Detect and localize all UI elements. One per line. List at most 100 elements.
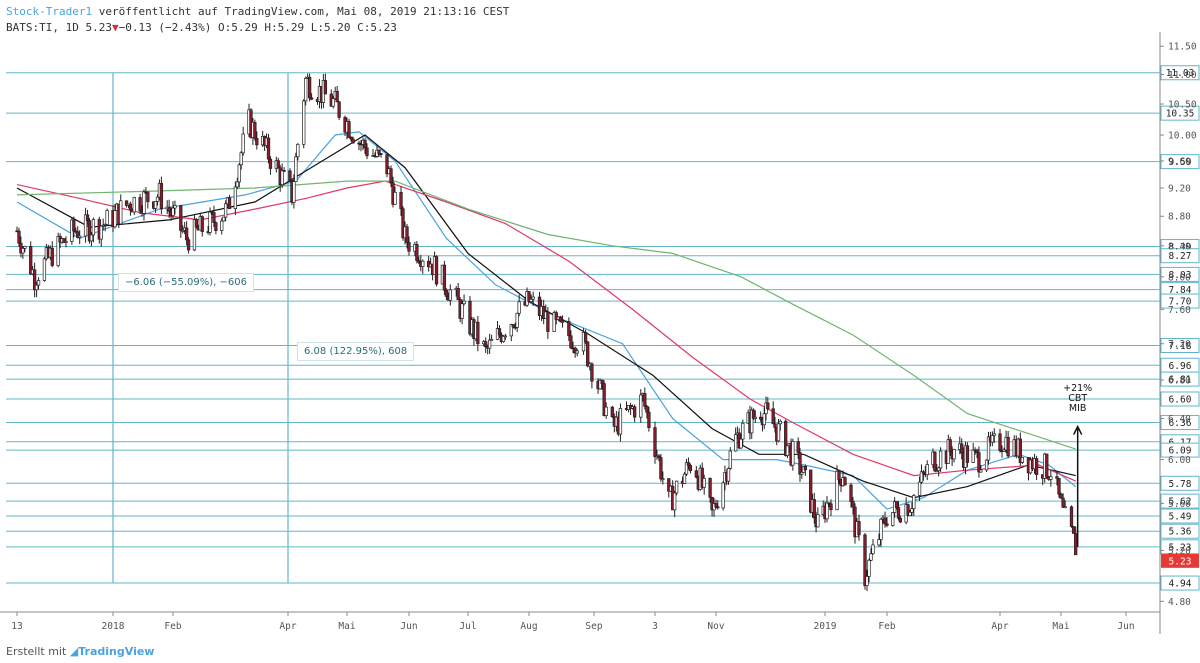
candle-body bbox=[998, 433, 1002, 451]
down-arrow-icon: ▼ bbox=[111, 21, 119, 34]
candle-body bbox=[268, 158, 273, 169]
candle-body bbox=[796, 441, 800, 453]
candle-body bbox=[186, 239, 191, 251]
candle-body bbox=[647, 411, 651, 428]
candle-body bbox=[212, 212, 216, 223]
level-box bbox=[1160, 415, 1200, 431]
level-label: 10.35 bbox=[1166, 109, 1195, 120]
x-tick-label: Jul bbox=[459, 621, 476, 632]
candle-body bbox=[36, 280, 41, 286]
candle-body bbox=[56, 235, 60, 266]
candle-body bbox=[726, 468, 731, 482]
measure-label-decline: −6.06 (−55.09%), −606 bbox=[118, 273, 254, 292]
candle-body bbox=[17, 230, 21, 244]
candle-body bbox=[21, 247, 25, 254]
level-label: 5.49 bbox=[1169, 511, 1192, 522]
candle-body bbox=[937, 467, 941, 471]
candle-body bbox=[173, 205, 177, 209]
candle-body bbox=[741, 422, 745, 440]
candle-body bbox=[91, 219, 96, 236]
level-label: 5.36 bbox=[1169, 527, 1192, 538]
candle-body bbox=[227, 197, 232, 209]
candle-body bbox=[32, 269, 37, 291]
candle-body bbox=[986, 436, 991, 461]
candle-body bbox=[365, 147, 369, 157]
author-link[interactable]: Stock-Trader1 bbox=[6, 5, 93, 18]
candle-body bbox=[142, 191, 146, 214]
candle-body bbox=[282, 170, 286, 172]
candle-body bbox=[739, 438, 743, 449]
candle-body bbox=[401, 208, 405, 239]
y-tick-label: 5.20 bbox=[1168, 546, 1191, 557]
x-tick-label: 2018 bbox=[102, 621, 125, 632]
candle-body bbox=[835, 470, 839, 511]
candle-body bbox=[604, 406, 608, 416]
candle-body bbox=[921, 471, 926, 474]
y-tick-label: 4.80 bbox=[1168, 597, 1191, 608]
candle-body bbox=[885, 523, 889, 526]
candle-body bbox=[241, 133, 245, 154]
candle-body bbox=[659, 457, 663, 480]
candle-body bbox=[347, 121, 351, 138]
candle-body bbox=[181, 229, 185, 232]
candle-body bbox=[809, 469, 813, 513]
candle-body bbox=[64, 241, 68, 243]
publish-info: veröffentlicht auf TradingView.com, Mai … bbox=[98, 5, 510, 18]
candle-body bbox=[1074, 533, 1078, 556]
level-label: 6.96 bbox=[1169, 361, 1192, 372]
candle-body bbox=[575, 350, 579, 354]
x-tick-label: Aug bbox=[520, 621, 537, 632]
candle-body bbox=[237, 164, 241, 183]
y-tick-label: 10.00 bbox=[1168, 131, 1197, 142]
level-label: 5.78 bbox=[1169, 479, 1192, 490]
x-tick-label: Jun bbox=[400, 621, 417, 632]
level-box bbox=[1160, 337, 1200, 353]
level-box bbox=[1160, 575, 1200, 591]
level-label: 7.70 bbox=[1169, 297, 1192, 308]
candle-body bbox=[1049, 476, 1053, 480]
candle-body bbox=[448, 289, 452, 301]
candle-body bbox=[971, 449, 975, 463]
candle-body bbox=[600, 379, 604, 384]
candle-body bbox=[546, 311, 550, 332]
level-label: 8.03 bbox=[1169, 270, 1192, 281]
y-tick-label: 6.00 bbox=[1168, 455, 1191, 466]
level-box bbox=[1160, 475, 1200, 491]
candle-body bbox=[405, 226, 409, 243]
y-tick-label: 10.50 bbox=[1168, 100, 1197, 111]
candle-body bbox=[849, 484, 853, 502]
footer-brand[interactable]: TradingView bbox=[78, 645, 155, 658]
candle-body bbox=[87, 220, 92, 242]
ohlc-open: O:5.29 bbox=[217, 21, 258, 34]
candle-body bbox=[153, 201, 158, 209]
candle-body bbox=[253, 121, 257, 139]
level-box bbox=[1160, 65, 1200, 81]
level-box bbox=[1160, 508, 1200, 524]
candle-body bbox=[415, 244, 419, 261]
candle-body bbox=[62, 238, 66, 243]
candle-body bbox=[509, 324, 513, 337]
candle-body bbox=[837, 470, 841, 480]
candle-body bbox=[456, 288, 460, 301]
last-price: 5.23 bbox=[85, 21, 112, 34]
y-tick-label: 8.40 bbox=[1168, 241, 1191, 252]
x-tick-label: Apr bbox=[279, 621, 296, 632]
x-tick-label: Apr bbox=[991, 621, 1008, 632]
candle-body bbox=[1034, 458, 1039, 475]
candle-body bbox=[812, 499, 816, 519]
candle-body bbox=[42, 258, 47, 281]
chart-header-line1: Stock-Trader1 veröffentlicht auf Trading… bbox=[6, 5, 509, 18]
candle-body bbox=[791, 441, 795, 466]
x-tick-label: Mai bbox=[1052, 621, 1069, 632]
level-box bbox=[1160, 493, 1200, 509]
candle-body bbox=[843, 477, 847, 486]
candle-body bbox=[220, 220, 224, 231]
x-tick-label: 3 bbox=[652, 621, 658, 632]
candle-body bbox=[511, 324, 515, 328]
level-box bbox=[1160, 266, 1200, 282]
candle-body bbox=[694, 470, 698, 478]
candle-body bbox=[515, 312, 519, 328]
level-box bbox=[1160, 293, 1200, 309]
candle-body bbox=[883, 517, 887, 525]
